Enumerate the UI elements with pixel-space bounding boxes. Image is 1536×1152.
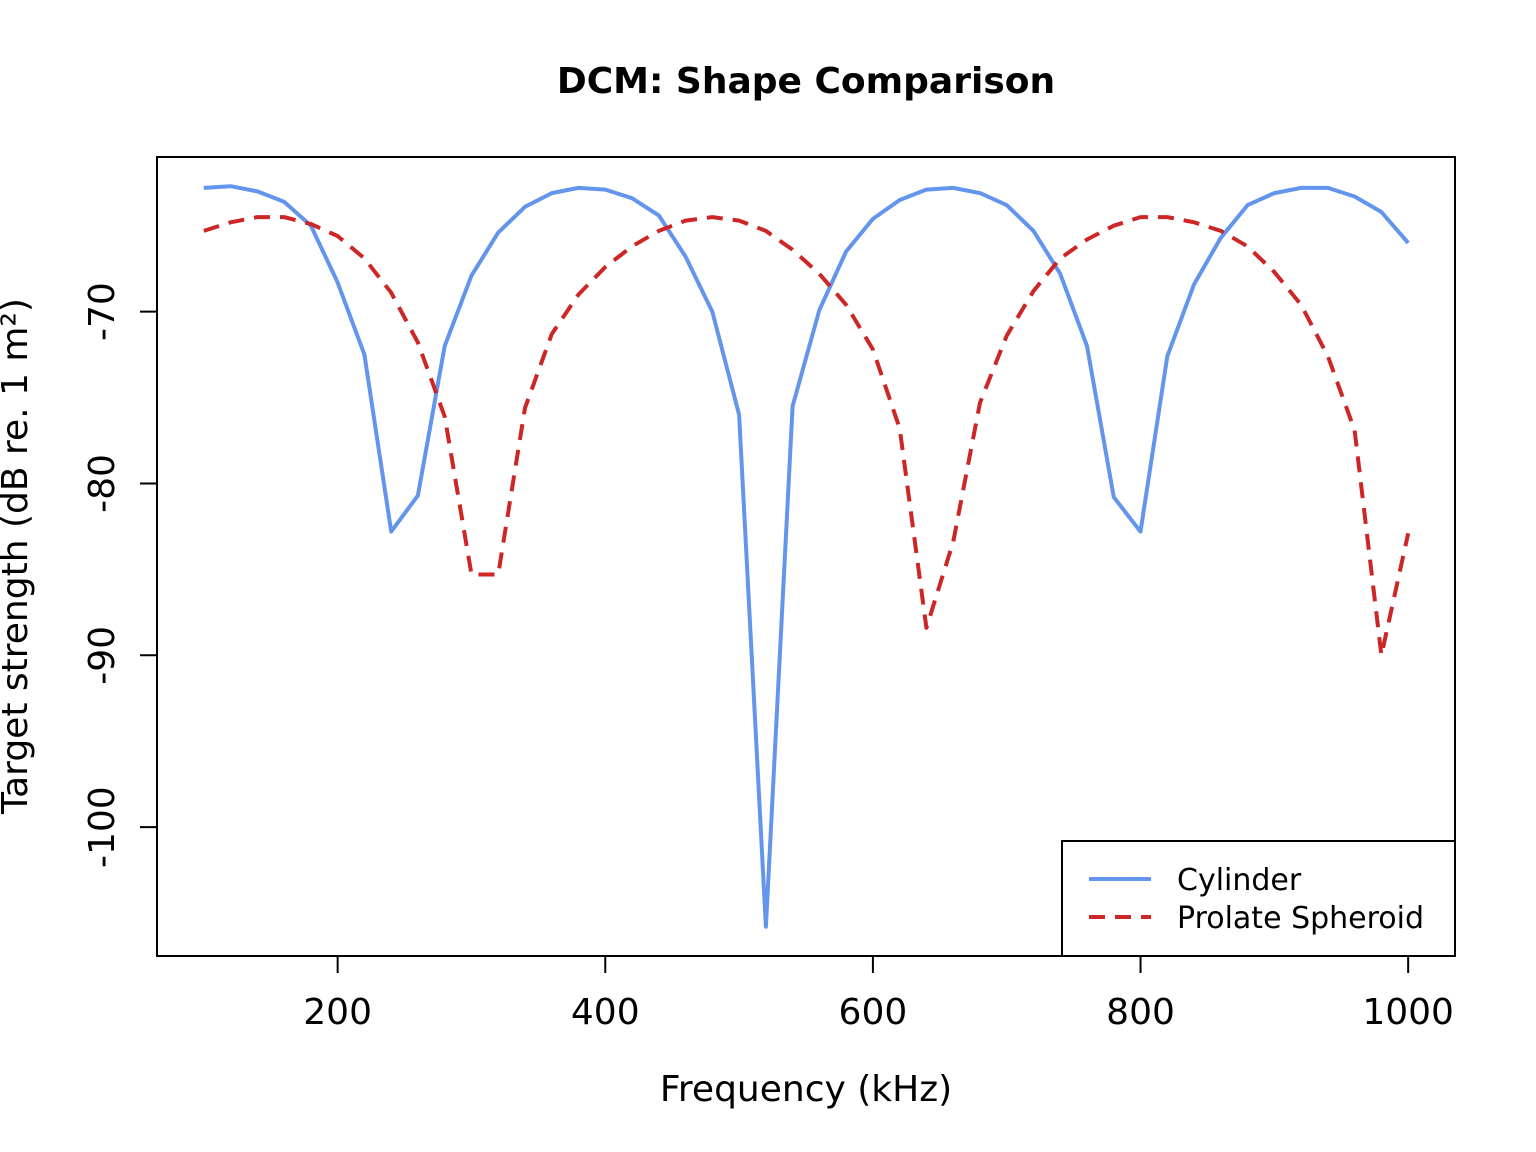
y-axis: -100 -90 -80 -70 (82, 282, 158, 868)
legend-label-cylinder: Cylinder (1177, 863, 1302, 898)
y-tick-label: -80 (82, 454, 123, 513)
series-layer (203, 184, 1411, 929)
legend: Cylinder Prolate Spheroid (1061, 840, 1456, 957)
chart-title: DCM: Shape Comparison (557, 61, 1055, 102)
series-line-prolate-spheroid (203, 215, 1411, 658)
x-tick-label: 200 (303, 992, 372, 1033)
legend-box (1061, 840, 1456, 957)
x-tick-label: 400 (571, 992, 640, 1033)
x-axis: 200 400 600 800 1000 (303, 955, 1454, 1033)
y-axis-label: Target strength (dB re. 1 m²) (0, 298, 36, 815)
y-tick-label: -90 (82, 626, 123, 685)
y-tick-label: -100 (82, 786, 123, 868)
x-tick-label: 800 (1106, 992, 1175, 1033)
x-axis-label: Frequency (kHz) (660, 1069, 952, 1110)
x-tick-label: 1000 (1362, 992, 1454, 1033)
legend-label-prolate-spheroid: Prolate Spheroid (1177, 901, 1424, 936)
series-line-cylinder (203, 184, 1410, 929)
plot-frame (156, 156, 1456, 957)
x-tick-label: 600 (839, 992, 908, 1033)
y-tick-label: -70 (82, 282, 123, 341)
